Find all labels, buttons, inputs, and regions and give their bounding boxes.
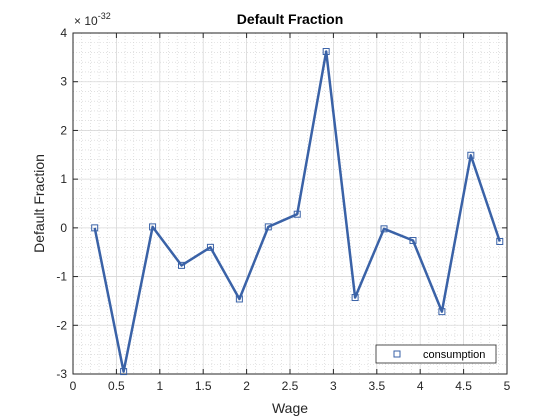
y-tick-label: -2 [56,318,67,332]
data-point-marker [293,210,301,218]
data-point-marker [206,243,214,251]
legend-box [375,344,497,364]
legend: consumption [375,344,497,364]
x-tick-label: 2 [243,379,250,393]
y-tick-label: -3 [56,367,67,381]
x-axis-ticks: 0 0.5 1 1.5 2 2.5 3 3.5 4 4.5 5 [70,33,511,393]
y-exponent-base: × 10 [74,14,98,28]
y-axis-label: Default Fraction [31,154,47,253]
y-axis-exponent: × 10-32 [74,11,111,28]
series-line-consumption [93,50,501,373]
data-point-marker [91,224,99,232]
y-tick-label: 1 [60,172,67,186]
data-point-marker [409,237,417,245]
data-point-marker [496,237,504,245]
series-layer [91,48,504,376]
data-point-marker [178,261,185,269]
y-tick-label: 2 [60,123,67,137]
x-tick-label: 4 [417,379,424,393]
x-tick-label: 0 [70,379,77,393]
data-point-marker [467,151,475,159]
x-tick-label: 3.5 [368,379,385,393]
y-tick-label: -1 [56,270,67,284]
x-tick-label: 4.5 [455,379,472,393]
data-point-marker [438,308,446,316]
x-tick-label: 1.5 [195,379,212,393]
y-axis-ticks: -3 -2 -1 0 1 2 3 4 [56,26,507,381]
data-point-marker [380,225,388,233]
plot-area: 0 0.5 1 1.5 2 2.5 3 3.5 4 4.5 5 -3 -2 -1 0 1 2 3 4 [56,26,510,393]
data-point-marker [149,223,157,231]
y-tick-label: 3 [60,75,67,89]
legend-label-consumption: consumption [423,349,485,361]
x-tick-label: 5 [504,379,511,393]
y-tick-label: 0 [60,221,67,235]
x-axis-label: Wage [272,400,308,416]
x-tick-label: 3 [330,379,337,393]
data-point-marker [351,294,359,302]
x-tick-label: 2.5 [282,379,299,393]
x-tick-label: 0.5 [108,379,125,393]
y-exponent-power: -32 [98,11,111,21]
chart-title: Default Fraction [237,11,344,27]
data-point-marker [120,368,128,376]
legend-marker-square [393,350,401,358]
data-point-marker [322,48,330,56]
y-tick-label: 4 [60,26,67,40]
data-point-marker [264,223,272,231]
data-point-marker [235,295,243,303]
x-tick-label: 1 [156,379,163,393]
